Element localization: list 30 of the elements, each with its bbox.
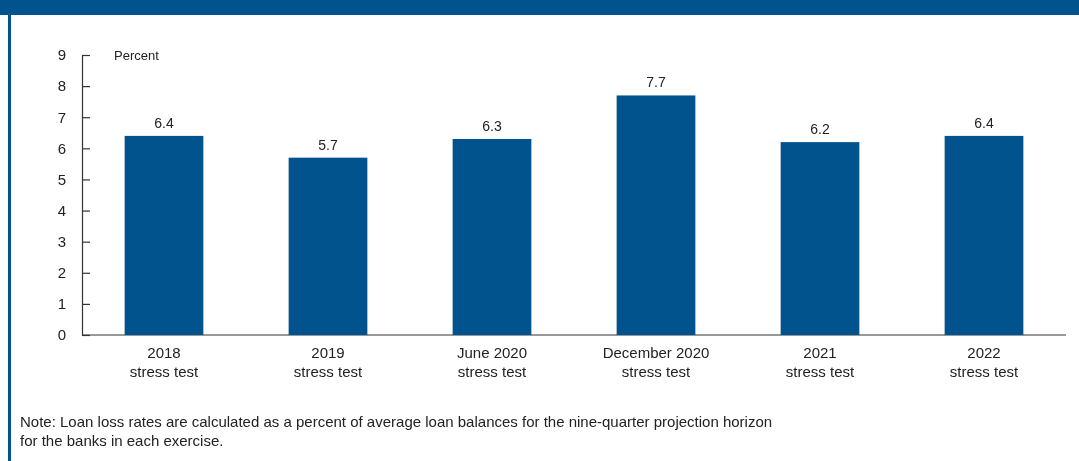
bar xyxy=(616,95,696,335)
bar xyxy=(944,135,1024,335)
x-tick-label: 2021 stress test xyxy=(785,344,855,380)
data-label: 5.7 xyxy=(318,136,338,153)
y-tick-label: 3 xyxy=(57,232,66,250)
data-label: 7.7 xyxy=(646,74,666,91)
text: Note: Loan loss rates are calculated as a percent of average loan balances for the nine-quarter projection horizon for the banks in each exercise. xyxy=(20,413,773,449)
bar xyxy=(124,135,204,335)
data-label: 6.2 xyxy=(810,121,830,138)
y-axis-title: Percent xyxy=(114,47,160,63)
y-tick-label: 6 xyxy=(57,139,66,157)
bar xyxy=(288,157,368,335)
y-tick-label: 5 xyxy=(57,170,66,188)
bar xyxy=(452,139,532,335)
bar xyxy=(780,142,860,335)
data-label: 6.4 xyxy=(154,114,174,131)
y-tick-label: 1 xyxy=(57,295,66,313)
data-label: 6.3 xyxy=(482,118,502,134)
y-tick-label: 9 xyxy=(57,46,66,64)
x-tick-label: 2018 stress test xyxy=(129,344,199,380)
x-tick-label: 2019 stress test xyxy=(293,344,363,380)
x-tick-label: 2022 stress test xyxy=(949,344,1019,380)
y-tick-label: 4 xyxy=(57,201,66,219)
y-tick-label: 8 xyxy=(57,77,66,95)
x-tick-label: December 2020 stress test xyxy=(602,344,710,380)
y-tick-label: 0 xyxy=(57,326,66,344)
y-tick-label: 2 xyxy=(57,264,66,282)
y-tick-label: 7 xyxy=(57,108,66,126)
x-tick-label: June 2020 stress test xyxy=(456,344,528,380)
data-label: 6.4 xyxy=(974,114,994,131)
